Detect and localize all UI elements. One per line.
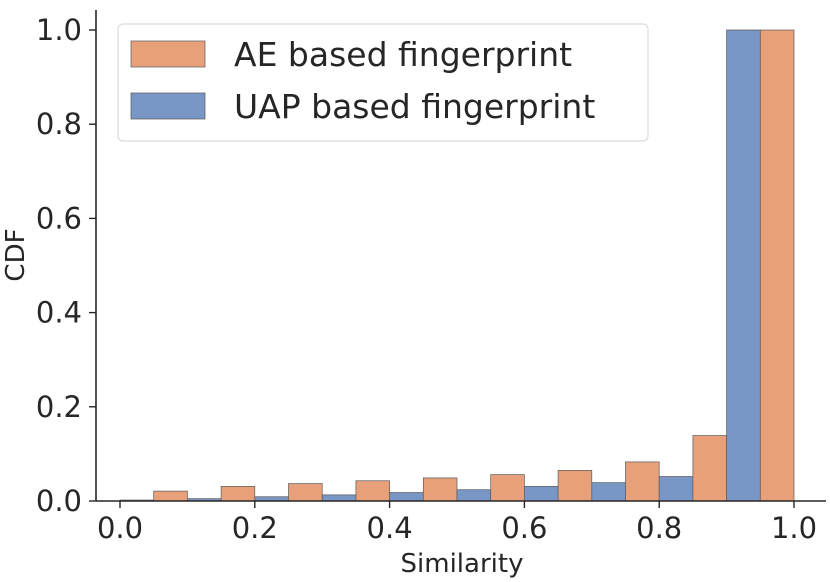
bar-ae-9 [759, 29, 795, 502]
y-ticks-group: 0.0 0.2 0.4 0.6 0.8 1.0 [36, 13, 96, 518]
x-tick-label: 0.0 [97, 511, 143, 545]
x-ticks-group: 0.0 0.2 0.4 0.6 0.8 1.0 [97, 501, 817, 545]
legend-label-uap: UAP based fingerprint [234, 87, 595, 126]
y-tick-label: 0.4 [36, 296, 82, 330]
bar-ae-4 [422, 477, 458, 502]
bar-ae-8 [692, 435, 727, 502]
y-tick-label: 0.6 [36, 201, 82, 235]
bar-uap-4 [389, 492, 424, 502]
bar-ae-1 [220, 486, 256, 502]
legend-label-ae: AE based fingerprint [234, 35, 572, 74]
x-axis-label: Similarity [401, 549, 524, 579]
bar-uap-8 [658, 476, 694, 502]
y-tick-label: 0.0 [36, 484, 82, 518]
bar-ae-3 [355, 480, 390, 502]
bar-ae-0 [153, 490, 188, 502]
bar-uap-7 [591, 482, 626, 502]
bar-ae-2 [288, 483, 323, 502]
legend: AE based fingerprint UAP based fingerpri… [117, 23, 649, 142]
x-tick-label: 1.0 [771, 511, 817, 545]
bar-ae-6 [557, 470, 593, 502]
bar-ae-7 [625, 461, 660, 502]
bar-ae-5 [490, 474, 525, 502]
x-tick-label: 0.2 [232, 511, 278, 545]
bar-uap-6 [524, 486, 559, 502]
bar-uap-9 [726, 29, 761, 502]
y-tick-label: 1.0 [36, 13, 82, 47]
y-tick-label: 0.2 [36, 390, 82, 424]
x-tick-label: 0.6 [501, 511, 547, 545]
bars-group [119, 29, 795, 502]
legend-swatch-uap [130, 92, 206, 120]
legend-swatch-ae [130, 40, 206, 68]
bar-uap-5 [456, 489, 492, 502]
y-tick-label: 0.8 [36, 107, 82, 141]
axes-group [95, 10, 826, 502]
x-tick-label: 0.4 [367, 511, 413, 545]
bar-uap-3 [321, 494, 357, 502]
legend-box [117, 23, 649, 142]
x-tick-label: 0.8 [636, 511, 682, 545]
y-axis-label: CDF [1, 228, 31, 281]
